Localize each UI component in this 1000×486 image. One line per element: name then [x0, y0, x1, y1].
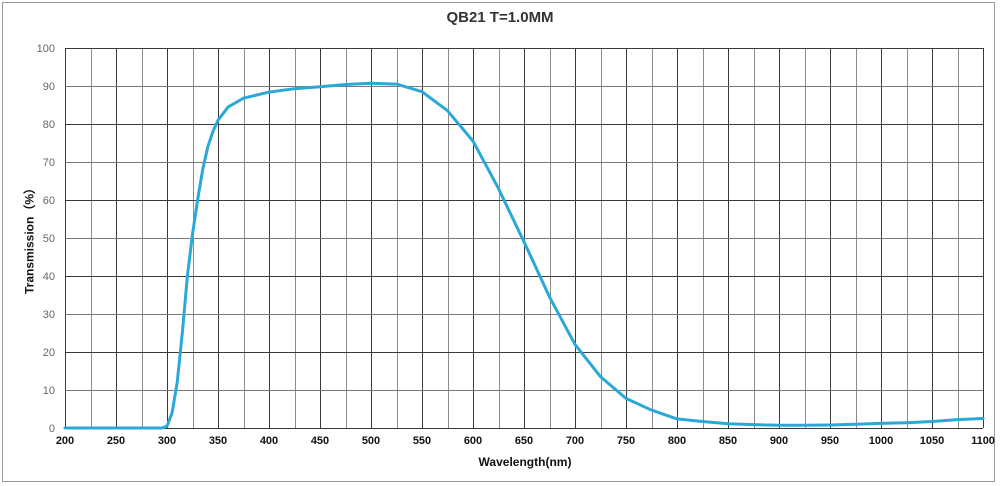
x-tick-label: 700: [566, 435, 584, 447]
x-tick-label: 250: [107, 435, 125, 447]
y-tick-label: 70: [43, 157, 55, 169]
y-tick-label: 40: [43, 271, 55, 283]
chart-title: QB21 T=1.0MM: [446, 9, 554, 26]
x-tick-label: 200: [56, 435, 74, 447]
x-tick-label: 400: [260, 435, 278, 447]
y-tick-label: 50: [43, 233, 55, 245]
x-tick-label: 600: [464, 435, 482, 447]
y-tick-label: 100: [37, 43, 55, 55]
y-tick-label: 60: [43, 195, 55, 207]
x-tick-label: 800: [668, 435, 686, 447]
x-tick-label: 1000: [869, 435, 893, 447]
y-tick-label: 0: [49, 423, 55, 435]
grid-lines: [65, 48, 984, 429]
x-tick-label: 550: [413, 435, 431, 447]
x-tick-label: 750: [617, 435, 635, 447]
x-tick-label: 350: [209, 435, 227, 447]
x-tick-label: 950: [821, 435, 839, 447]
x-tick-label: 1050: [920, 435, 944, 447]
x-tick-label: 850: [719, 435, 737, 447]
x-tick-label: 450: [311, 435, 329, 447]
y-tick-label: 30: [43, 309, 55, 321]
y-tick-label: 90: [43, 81, 55, 93]
y-tick-label: 20: [43, 347, 55, 359]
x-tick-label: 500: [362, 435, 380, 447]
x-tick-label: 650: [515, 435, 533, 447]
x-axis-title: Wavelength(nm): [478, 455, 572, 469]
y-axis-title: Transmission（%）: [22, 181, 37, 295]
x-tick-label: 1100: [971, 435, 995, 447]
x-axis-ticks: 200 250 300 350 400 450 500 550 600 650 700 750 800 8…: [56, 435, 995, 447]
y-tick-label: 80: [43, 119, 55, 131]
transmission-curve: [63, 81, 985, 430]
x-tick-label: 900: [770, 435, 788, 447]
x-tick-label: 300: [158, 435, 176, 447]
y-axis-ticks: 0 10 20 30 40 50 60 70 80 90 100: [37, 43, 55, 435]
y-tick-label: 10: [43, 385, 55, 397]
